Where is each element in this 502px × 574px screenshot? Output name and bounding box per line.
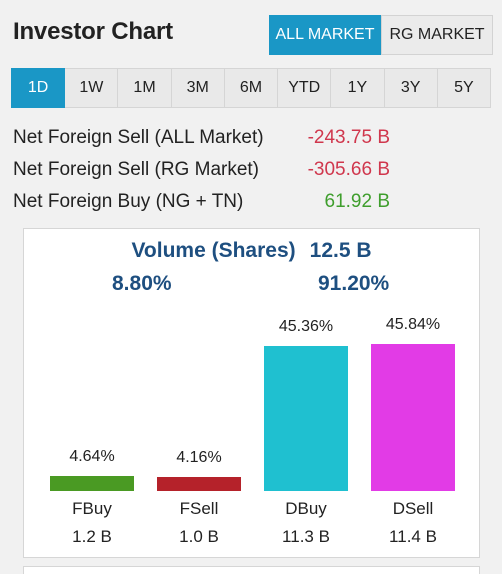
stat-row: Net Foreign Sell (RG Market) -305.66 B <box>13 154 493 186</box>
period-tabs: 1D 1W 1M 3M 6M YTD 1Y 3Y 5Y <box>11 68 491 108</box>
bar-dsell <box>371 344 455 491</box>
bar-value-label: 4.64% <box>69 448 115 465</box>
stat-value: -243.75 B <box>307 127 390 148</box>
bar-fsell <box>157 477 241 491</box>
bar-category-label: FSell <box>179 499 219 518</box>
tab-6m[interactable]: 6M <box>224 68 279 108</box>
bar-value-label: 4.16% <box>176 449 222 466</box>
bar-column-fsell: 4.16% FSell 1.0 B <box>157 229 241 559</box>
bar-column-dbuy: 45.36% DBuy 11.3 B <box>264 229 348 559</box>
bar-volume-label: 1.0 B <box>179 527 219 546</box>
bar-column-dsell: 45.84% DSell 11.4 B <box>371 229 455 559</box>
foreign-domestic-split: 8.80% 91.20% <box>24 272 479 298</box>
bar-value-label: 45.36% <box>278 318 334 335</box>
next-card <box>23 566 480 574</box>
stat-row: Net Foreign Buy (NG + TN) 61.92 B <box>13 186 493 218</box>
tab-1d[interactable]: 1D <box>11 68 66 108</box>
stat-label: Net Foreign Sell (ALL Market) <box>13 127 264 148</box>
stat-label: Net Foreign Sell (RG Market) <box>13 159 260 180</box>
header: Investor Chart ALL MARKET RG MARKET <box>0 0 502 70</box>
volume-chart-card: Volume (Shares) 12.5 B 8.80% 91.20% 4.64%… <box>23 228 480 558</box>
volume-heading: Volume (Shares) 12.5 B <box>24 239 479 263</box>
all-market-button[interactable]: ALL MARKET <box>269 15 381 55</box>
bar-fbuy <box>50 476 134 491</box>
market-toggle: ALL MARKET RG MARKET <box>269 15 493 55</box>
stat-label: Net Foreign Buy (NG + TN) <box>13 191 244 212</box>
tab-1m[interactable]: 1M <box>118 68 172 108</box>
volume-label: Volume (Shares) <box>131 239 296 262</box>
net-foreign-stats: Net Foreign Sell (ALL Market) -243.75 B … <box>13 122 493 218</box>
bar-category-label: DBuy <box>285 499 327 518</box>
tab-1y[interactable]: 1Y <box>331 68 385 108</box>
rg-market-button[interactable]: RG MARKET <box>381 15 493 55</box>
bar-value-label: 45.84% <box>385 316 441 333</box>
page-title: Investor Chart <box>13 18 173 45</box>
bar-dbuy <box>264 346 348 491</box>
stat-row: Net Foreign Sell (ALL Market) -243.75 B <box>13 122 493 154</box>
stat-value: -305.66 B <box>307 159 390 180</box>
bar-column-fbuy: 4.64% FBuy 1.2 B <box>50 229 134 559</box>
volume-total: 12.5 B <box>309 239 372 262</box>
bar-volume-label: 1.2 B <box>72 527 112 546</box>
foreign-pct: 8.80% <box>112 272 172 295</box>
tab-5y[interactable]: 5Y <box>437 68 491 108</box>
tab-3y[interactable]: 3Y <box>384 68 438 108</box>
stat-value: 61.92 B <box>324 191 391 212</box>
bar-volume-label: 11.3 B <box>282 527 330 546</box>
bar-category-label: DSell <box>392 499 434 518</box>
tab-ytd[interactable]: YTD <box>278 68 332 108</box>
tab-3m[interactable]: 3M <box>171 68 225 108</box>
bar-category-label: FBuy <box>72 499 112 518</box>
tab-1w[interactable]: 1W <box>65 68 119 108</box>
bar-volume-label: 11.4 B <box>389 527 437 546</box>
domestic-pct: 91.20% <box>318 272 390 295</box>
